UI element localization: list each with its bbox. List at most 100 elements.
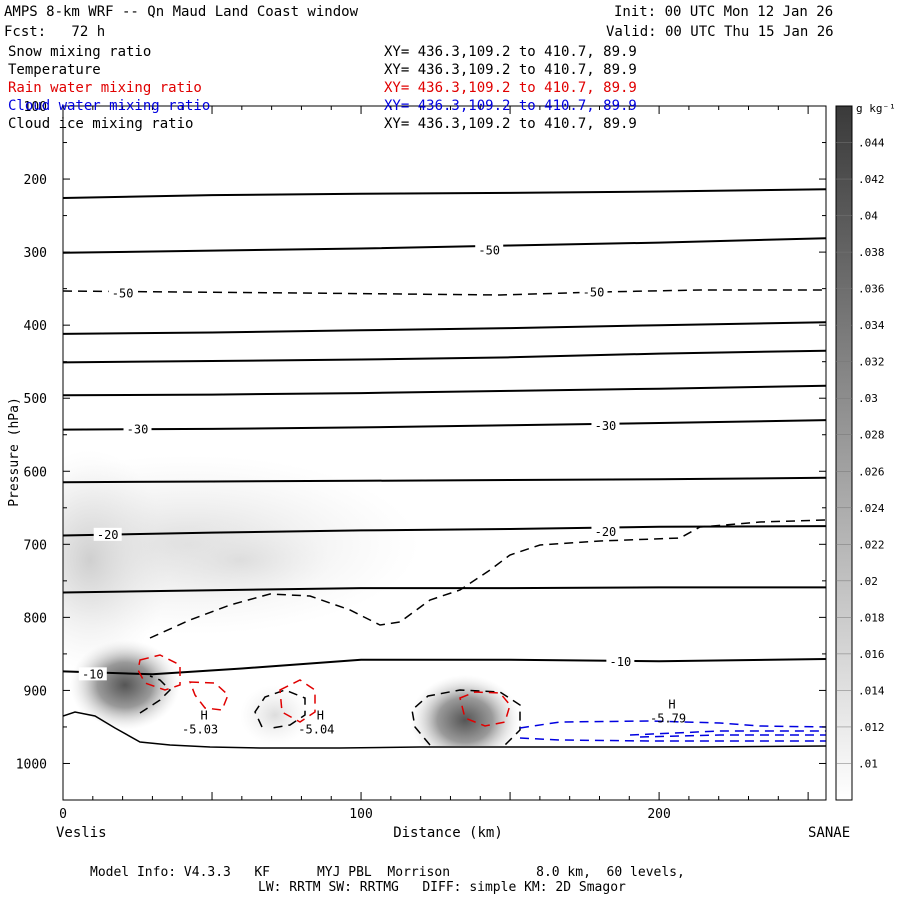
colorbar-level: .032 <box>858 356 885 369</box>
legend-xy: XY= 436.3,109.2 to 410.7, 89.9 <box>384 116 637 132</box>
legend-label: Cloud ice mixing ratio <box>8 116 194 132</box>
temperature-label: -20 <box>595 525 617 539</box>
legend-label: Rain water mixing ratio <box>8 80 202 96</box>
legend-label: Snow mixing ratio <box>8 44 152 60</box>
temperature-label: -20 <box>97 528 119 542</box>
distance-axis: 0 100 200 <box>59 106 809 822</box>
x-tick-label: 100 <box>349 807 372 822</box>
x-tick-label: 200 <box>647 807 670 822</box>
extremum-value: -5.04 <box>298 723 334 737</box>
colorbar-level: .034 <box>858 319 885 332</box>
snow-contour-label: -50 <box>583 285 605 299</box>
colorbar-level: .036 <box>858 283 885 296</box>
temperature-label: -30 <box>127 423 149 437</box>
legend-xy: XY= 436.3,109.2 to 410.7, 89.9 <box>384 98 637 114</box>
cloud-water-contours <box>519 720 826 742</box>
snow-contours <box>63 289 826 746</box>
temperature-contour <box>63 384 826 397</box>
colorbar-level: .04 <box>858 210 878 223</box>
temperature-contours <box>63 188 826 676</box>
snow-contour-label-bg <box>579 285 608 299</box>
extremum-value: -5.79 <box>650 712 686 726</box>
chart-title: AMPS 8-km WRF -- Qn Maud Land Coast wind… <box>4 4 359 20</box>
y-tick-label: 1000 <box>16 757 47 772</box>
pressure-axis: 100 200 300 400 500 600 700 800 900 1000 <box>16 100 826 772</box>
temperature-label-bg <box>606 654 635 668</box>
temperature-label-bg <box>591 524 620 538</box>
temperature-contour <box>63 321 826 335</box>
colorbar-level: .01 <box>858 757 878 770</box>
temperature-label: -30 <box>595 419 617 433</box>
forecast-hour: Fcst: 72 h <box>4 24 106 40</box>
temperature-label-bg <box>93 527 122 541</box>
colorbar-level: .038 <box>858 246 885 259</box>
temperature-label: -10 <box>82 667 104 681</box>
legend-label: Temperature <box>8 62 101 78</box>
snow-contour-label-bg <box>108 286 137 300</box>
y-axis-label: Pressure (hPa) <box>7 397 22 507</box>
colorbar-level: .018 <box>858 611 885 624</box>
temperature-contour <box>63 419 826 431</box>
snow-shading <box>63 450 520 765</box>
temperature-label-bg <box>475 243 504 257</box>
colorbar-level: .044 <box>858 137 885 150</box>
colorbar-level: .026 <box>858 465 885 478</box>
temperature-contour <box>63 237 826 254</box>
extremum-mark: H <box>200 709 207 723</box>
y-tick-label: 600 <box>24 465 47 480</box>
legend-xy: XY= 436.3,109.2 to 410.7, 89.9 <box>384 80 637 96</box>
model-physics: LW: RRTM SW: RRTMG DIFF: simple KM: 2D S… <box>258 880 626 895</box>
temperature-label: -50 <box>478 244 500 258</box>
extremum-mark: H <box>317 709 324 723</box>
temperature-label-bg <box>123 422 152 436</box>
temperature-labels: -50 -30 -30 -20 -20 -10 -10 <box>78 243 635 681</box>
init-time: Init: 00 UTC Mon 12 Jan 26 <box>614 4 834 20</box>
y-tick-label: 700 <box>24 538 47 553</box>
y-tick-label: 200 <box>24 173 47 188</box>
legend-xy: XY= 436.3,109.2 to 410.7, 89.9 <box>384 62 637 78</box>
y-tick-label: 500 <box>24 392 47 407</box>
temperature-contour <box>63 525 826 537</box>
colorbar-level: .016 <box>858 648 885 661</box>
colorbar-level: .024 <box>858 502 885 515</box>
temperature-contour <box>63 586 826 594</box>
y-tick-label: 800 <box>24 611 47 626</box>
colorbar-level: .028 <box>858 429 885 442</box>
temperature-contour <box>63 349 826 364</box>
temperature-label-bg <box>591 418 620 432</box>
y-tick-label: 100 <box>24 100 47 115</box>
colorbar-units: g kg⁻¹ <box>856 102 896 115</box>
colorbar-level: .022 <box>858 538 885 551</box>
temperature-contour <box>63 188 826 199</box>
legend-xy: XY= 436.3,109.2 to 410.7, 89.9 <box>384 44 637 60</box>
colorbar-level: .03 <box>858 392 878 405</box>
temperature-label-bg <box>78 667 107 681</box>
temperature-contour <box>63 476 826 484</box>
y-tick-label: 300 <box>24 246 47 261</box>
y-tick-label: 400 <box>24 319 47 334</box>
plot-frame <box>62 105 827 801</box>
colorbar-labels: .01 .012 .014 .016 .018 .02 .022 .024 .026 .028 .0… <box>836 137 885 770</box>
valid-time: Valid: 00 UTC Thu 15 Jan 26 <box>606 24 834 40</box>
terrain-fill <box>63 711 826 800</box>
right-endpoint: SANAE <box>808 825 850 841</box>
extremum-value: -5.03 <box>182 723 218 737</box>
temperature-label: -10 <box>610 655 632 669</box>
colorbar-level: .042 <box>858 173 885 186</box>
legend-label: Cloud water mixing ratio <box>8 98 211 114</box>
snow-labels: -50 -50 <box>108 285 608 301</box>
snow-contour-label: -50 <box>112 287 134 301</box>
rain-contours <box>137 654 511 727</box>
colorbar-level: .014 <box>858 684 885 697</box>
extremum-mark: H <box>668 698 675 712</box>
colorbar-level: .012 <box>858 721 885 734</box>
y-tick-label: 900 <box>24 684 47 699</box>
colorbar-level: .02 <box>858 575 878 588</box>
x-tick-label: 0 <box>59 807 67 822</box>
model-info: Model Info: V4.3.3 KF MYJ PBL Morrison 8… <box>90 865 685 880</box>
colorbar <box>835 105 853 801</box>
left-endpoint: Veslis <box>56 825 107 841</box>
temperature-contour <box>63 658 826 676</box>
x-axis-label: Distance (km) <box>393 825 503 841</box>
